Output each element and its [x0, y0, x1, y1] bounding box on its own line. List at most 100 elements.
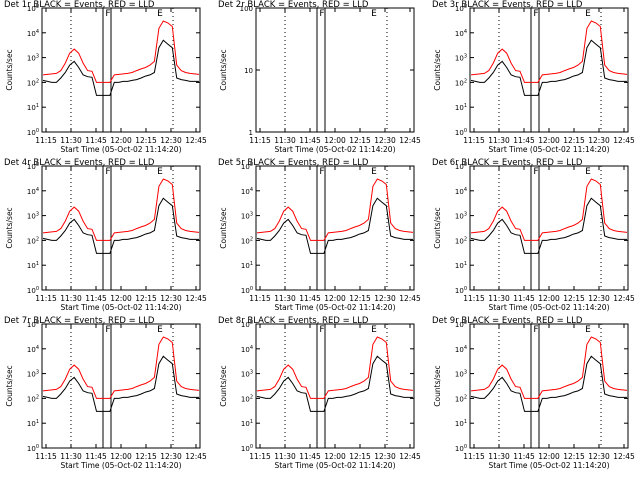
chart-8-ylabel: Counts/sec [433, 365, 442, 406]
chart-6-plot-frame [41, 323, 201, 449]
chart-1-plot-frame [255, 7, 415, 133]
chart-0-marker-e: E [157, 9, 163, 19]
chart-8-xtick-label-0: 11:15 [463, 452, 485, 461]
chart-7-plot-frame [255, 323, 415, 449]
chart-1-xtick-label-0: 11:15 [249, 136, 271, 145]
chart-8-gap-box [530, 323, 540, 449]
chart-3-xtick-label-6: 12:45 [185, 294, 207, 303]
chart-2-xtick-label-5: 12:30 [588, 136, 610, 145]
chart-7-ytick-label-5: 105 [241, 320, 253, 329]
chart-8-title: Det 9r BLACK = Events, RED = LLD [432, 316, 583, 326]
chart-8-marker-e: E [585, 325, 591, 335]
chart-7-ytick-label-3: 103 [241, 370, 253, 379]
chart-7-ytick-label-2: 102 [241, 394, 253, 403]
chart-6-xtick-label-5: 12:30 [160, 452, 182, 461]
chart-3-plot-frame [41, 165, 201, 291]
chart-4-xtick-label-3: 12:00 [324, 294, 346, 303]
chart-2-title: Det 3r BLACK = Events, RED = LLD [432, 0, 583, 10]
chart-3-marker-e: E [157, 167, 163, 177]
chart-0-xtick-label-3: 12:00 [110, 136, 132, 145]
chart-7-xtick-label-5: 12:30 [374, 452, 396, 461]
chart-8-series-events [470, 355, 627, 412]
chart-1-xtick-label-6: 12:45 [399, 136, 421, 145]
chart-7-xtick-label-1: 11:30 [274, 452, 296, 461]
chart-6-xtick-label-1: 11:30 [60, 452, 82, 461]
chart-6-ytick-label-5: 105 [27, 320, 39, 329]
chart-3-title: Det 4r BLACK = Events, RED = LLD [4, 158, 155, 168]
chart-5-ytick-label-1: 101 [455, 261, 467, 270]
chart-0-ytick-label-3: 103 [27, 54, 39, 63]
chart-7-xlabel: Start Time (05-Oct-02 11:14:20) [274, 461, 395, 470]
chart-2-xtick-label-2: 11:45 [513, 136, 535, 145]
chart-4-title: Det 5r BLACK = Events, RED = LLD [218, 158, 369, 168]
chart-5-xtick-label-5: 12:30 [588, 294, 610, 303]
chart-6-ytick-label-3: 103 [27, 370, 39, 379]
chart-5-xtick-label-4: 12:15 [563, 294, 585, 303]
chart-0-xtick-label-2: 11:45 [85, 136, 107, 145]
chart-4-xlabel: Start Time (05-Oct-02 11:14:20) [274, 303, 395, 312]
chart-2-xtick-label-6: 12:45 [613, 136, 635, 145]
chart-5-title: Det 6r BLACK = Events, RED = LLD [432, 158, 583, 168]
chart-8-xlabel: Start Time (05-Oct-02 11:14:20) [488, 461, 609, 470]
chart-4-marker-f: F [319, 167, 324, 177]
chart-2-marker-e: E [585, 9, 591, 19]
chart-4-plot-frame [255, 165, 415, 291]
chart-8-ytick-label-4: 104 [455, 345, 467, 354]
chart-0-xtick-label-6: 12:45 [185, 136, 207, 145]
chart-0-title: Det 1r BLACK = Events, RED = LLD [4, 0, 155, 10]
chart-1-xtick-label-4: 12:15 [349, 136, 371, 145]
chart-3-xtick-label-0: 11:15 [35, 294, 57, 303]
chart-2-xtick-label-0: 11:15 [463, 136, 485, 145]
chart-7-ytick-label-4: 104 [241, 345, 253, 354]
chart-1-xlabel: Start Time (05-Oct-02 11:14:20) [274, 145, 395, 154]
chart-4-ytick-label-5: 105 [241, 162, 253, 171]
chart-8-xtick-label-2: 11:45 [513, 452, 535, 461]
chart-3-xtick-label-3: 12:00 [110, 294, 132, 303]
chart-3-ytick-label-5: 105 [27, 162, 39, 171]
chart-8-xtick-label-4: 12:15 [563, 452, 585, 461]
chart-4-ylabel: Counts/sec [219, 207, 228, 248]
chart-4-ytick-label-1: 101 [241, 261, 253, 270]
chart-8-ytick-label-3: 103 [455, 370, 467, 379]
chart-5-ytick-label-5: 105 [455, 162, 467, 171]
chart-2-ytick-label-1: 101 [455, 103, 467, 112]
chart-1-ylabel: Counts/sec [219, 49, 228, 90]
chart-4-ytick-label-3: 103 [241, 212, 253, 221]
chart-2-series-lld [470, 20, 628, 83]
chart-3-gap-box [102, 165, 112, 291]
chart-5-ytick-label-0: 100 [455, 286, 467, 295]
chart-6-series-lld [42, 336, 200, 399]
chart-0-ylabel: Counts/sec [5, 49, 14, 90]
chart-7-xtick-label-3: 12:00 [324, 452, 346, 461]
chart-7-xtick-label-0: 11:15 [249, 452, 271, 461]
chart-1-xtick-label-2: 11:45 [299, 136, 321, 145]
chart-0-ytick-label-5: 105 [27, 4, 39, 13]
chart-6-ytick-label-1: 101 [27, 419, 39, 428]
chart-3-ytick-label-3: 103 [27, 212, 39, 221]
chart-3-series-events [42, 197, 199, 254]
chart-0-xtick-label-1: 11:30 [60, 136, 82, 145]
chart-5-xlabel: Start Time (05-Oct-02 11:14:20) [488, 303, 609, 312]
chart-1-marker-e: E [371, 9, 377, 19]
chart-1-xtick-label-1: 11:30 [274, 136, 296, 145]
chart-7-xtick-label-6: 12:45 [399, 452, 421, 461]
chart-0-series-lld [42, 20, 200, 83]
chart-0-series-events [42, 39, 199, 96]
chart-1-ytick-label-2: 100 [240, 5, 253, 13]
chart-4-series-lld [256, 178, 414, 241]
chart-5-ylabel: Counts/sec [433, 207, 442, 248]
chart-2-ytick-label-0: 100 [455, 128, 467, 137]
chart-4-marker-e: E [371, 167, 377, 177]
chart-3-marker-f: F [105, 167, 110, 177]
chart-2-ytick-label-5: 105 [455, 4, 467, 13]
chart-5-ytick-label-4: 104 [455, 187, 467, 196]
chart-8-ytick-label-0: 100 [455, 444, 467, 453]
chart-0-ytick-label-2: 102 [27, 78, 39, 87]
chart-5-xtick-label-0: 11:15 [463, 294, 485, 303]
